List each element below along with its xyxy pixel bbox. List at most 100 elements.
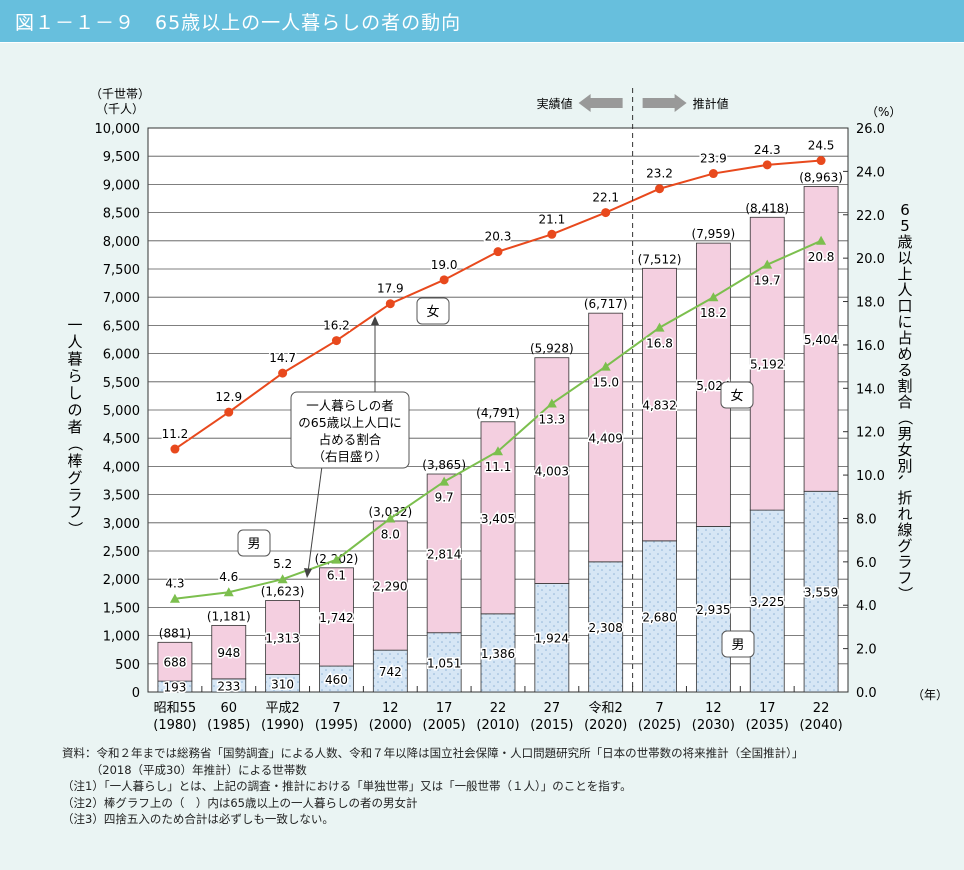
x-tick-label: (2030) [692,718,735,733]
point-label-male: 16.8 [646,337,673,351]
right-tick-label: 4.0 [856,599,877,614]
point-female [762,160,772,170]
bar-male-label: 2,935 [696,603,730,617]
point-male [277,574,288,584]
point-female [601,208,611,218]
left-tick-label: 9,000 [103,178,140,193]
bar-female [157,641,193,682]
bar-female-label: 2,290 [373,580,407,594]
bar-female-label: 4,832 [642,399,676,413]
callout-text: 一人暮らしの者 [306,398,394,413]
right-tick-label: 6.0 [856,556,877,571]
right-axis-title: 合 [897,393,912,411]
figure-header: 図１－１－９ 65歳以上の一人暮らしの者の動向 [0,0,964,43]
point-male [493,446,503,456]
male-tag: 男 [247,537,260,552]
notes: 資料：令和２年までは総務省「国勢調査」による人数、令和７年以降は国立社会保障・人… [62,745,803,828]
bar-female [588,312,624,563]
x-tick-label: 昭和55 [154,701,197,716]
right-axis-title: 、 [896,474,914,489]
point-label-female: 24.5 [808,139,835,153]
x-tick-label: 17 [759,701,776,716]
left-tick-label: 7,000 [103,291,140,306]
point-label-male: 9.7 [435,491,454,505]
bar-female-label: 3,405 [481,512,515,526]
point-female [385,299,395,309]
bar-total-label: (7,512) [638,252,682,266]
right-axis-title: め [897,345,912,363]
right-axis-title: 6 [900,201,910,219]
point-label-male: 8.0 [381,527,400,541]
x-tick-label: 7 [332,701,340,716]
left-axis-title: ら [67,367,82,385]
left-axis-title: 一 [67,316,82,334]
note-source-cont: （2018（平成30）年推計）による世帯数 [62,762,307,777]
left-tick-label: 4,000 [103,460,140,475]
left-axis-title: の [67,401,82,419]
point-female [439,275,449,285]
x-tick-label: (2040) [799,718,842,733]
bar-male-label: 3,559 [804,586,838,600]
bar-total-label: (1,181) [207,609,251,623]
bar-female [211,624,247,680]
right-tick-label: 20.0 [856,252,885,267]
left-axis-title: 棒 [67,452,82,470]
right-axis-title: 折 [897,489,912,507]
x-tick-label: (1985) [207,718,250,733]
right-axis-title: 線 [897,521,912,539]
right-tick-label: 18.0 [856,296,885,311]
point-label-female: 19.0 [431,258,458,272]
point-label-male: 15.0 [592,376,619,390]
x-tick-label: (1980) [153,718,196,733]
right-axis-title: 男 [897,425,912,443]
x-tick-label: 60 [220,701,237,716]
right-axis-title: 以 [897,249,912,267]
bar-male-label: 3,225 [750,595,784,609]
point-female [655,184,665,194]
right-axis-title: フ [897,569,912,587]
point-label-female: 22.1 [592,191,619,205]
point-male [331,554,342,564]
left-axis-title: 暮 [67,350,82,368]
left-tick-label: 10,000 [95,122,141,137]
bar-male-label: 193 [163,681,186,695]
x-tick-label: (2025) [638,718,681,733]
point-female [170,444,180,454]
right-tick-label: 2.0 [856,643,877,658]
point-male [654,322,665,332]
right-axis-title: ） [896,586,914,601]
right-axis-title: る [897,361,912,379]
bar-female [265,600,301,675]
callout-arrow-down [307,465,323,573]
bar-male [803,490,839,693]
note-1: （注1）「一人暮らし」とは、上記の調査・推計における「単独世帯」又は「一般世帯（… [62,779,632,793]
male-tag-bar-box [721,630,755,658]
point-male [546,398,557,408]
right-axis-title: 上 [897,265,912,283]
bar-female-label: 1,313 [265,631,299,645]
bar-male-label: 233 [217,679,240,693]
bar-female-label: 5,192 [750,358,784,372]
right-tick-label: 8.0 [856,512,877,527]
left-axis-title: ） [66,521,84,536]
x-tick-label: (2035) [746,718,789,733]
left-tick-label: 5,500 [103,376,140,391]
point-label-male: 5.2 [273,557,292,571]
left-tick-label: 9,500 [103,150,140,165]
right-axis-title: 人 [897,281,912,299]
bar-male [319,665,354,693]
callout-text: の65歳以上人口に [298,415,401,430]
right-tick-label: 22.0 [856,209,885,224]
female-tag: 女 [426,304,439,320]
x-tick-label: (1995) [315,718,358,733]
point-label-female: 12.9 [215,390,242,404]
right-axis-title: れ [897,505,912,523]
x-tick-label: (2005) [423,718,466,733]
bar-male-label: 2,680 [642,610,676,624]
x-tick-label: 27 [544,701,561,716]
bar-female-label: 688 [163,656,186,670]
bar-male [642,540,677,693]
bar-male-label: 310 [271,677,294,691]
point-male [385,513,396,523]
x-tick-label: (2020) [584,718,627,733]
